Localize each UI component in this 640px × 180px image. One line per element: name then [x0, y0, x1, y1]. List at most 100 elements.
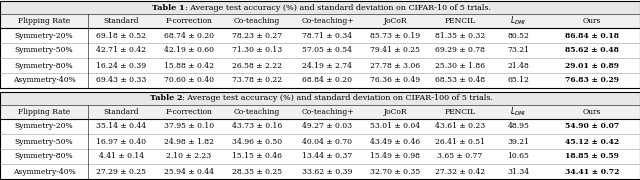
- Text: 16.24 ± 0.39: 16.24 ± 0.39: [97, 62, 147, 69]
- Text: : Average test accuracy (%) and standard deviation on CIFAR-100 of 5 trials.: : Average test accuracy (%) and standard…: [182, 94, 493, 102]
- Text: 3.65 ± 0.77: 3.65 ± 0.77: [437, 152, 483, 161]
- Text: 76.83 ± 0.29: 76.83 ± 0.29: [565, 76, 619, 84]
- Bar: [0, 14, 640, 28]
- Text: 81.35 ± 0.32: 81.35 ± 0.32: [435, 31, 485, 39]
- Text: : Average test accuracy (%) and standard deviation on CIFAR-10 of 5 trials.: : Average test accuracy (%) and standard…: [185, 3, 491, 12]
- Text: Symmetry-80%: Symmetry-80%: [15, 62, 74, 69]
- Text: Co-teaching: Co-teaching: [234, 17, 280, 25]
- Text: 26.41 ± 0.51: 26.41 ± 0.51: [435, 138, 485, 145]
- Text: 15.88 ± 0.42: 15.88 ± 0.42: [164, 62, 214, 69]
- Text: 54.90 ± 0.07: 54.90 ± 0.07: [565, 123, 619, 130]
- Text: 69.29 ± 0.78: 69.29 ± 0.78: [435, 46, 485, 55]
- Text: 57.05 ± 0.54: 57.05 ± 0.54: [303, 46, 353, 55]
- Text: 27.32 ± 0.42: 27.32 ± 0.42: [435, 168, 485, 176]
- Text: Standard: Standard: [104, 108, 140, 116]
- Text: Symmetry-80%: Symmetry-80%: [15, 152, 74, 161]
- Text: Ours: Ours: [583, 17, 601, 25]
- Text: Co-teaching+: Co-teaching+: [301, 108, 354, 116]
- Text: 71.30 ± 0.13: 71.30 ± 0.13: [232, 46, 282, 55]
- Text: 49.27 ± 0.03: 49.27 ± 0.03: [303, 123, 353, 130]
- Text: 79.41 ± 0.25: 79.41 ± 0.25: [371, 46, 420, 55]
- Text: 39.21: 39.21: [508, 138, 529, 145]
- Text: 78.23 ± 0.27: 78.23 ± 0.27: [232, 31, 282, 39]
- Text: 76.36 ± 0.49: 76.36 ± 0.49: [371, 76, 420, 84]
- Text: 68.74 ± 0.20: 68.74 ± 0.20: [164, 31, 214, 39]
- Text: Asymmetry-40%: Asymmetry-40%: [13, 168, 76, 176]
- Text: F-correction: F-correction: [166, 108, 212, 116]
- Text: 24.19 ± 2.74: 24.19 ± 2.74: [303, 62, 353, 69]
- Text: 34.41 ± 0.72: 34.41 ± 0.72: [565, 168, 619, 176]
- Bar: [0, 119, 640, 134]
- Bar: [0, 43, 640, 58]
- Bar: [0, 149, 640, 164]
- Text: 27.78 ± 3.06: 27.78 ± 3.06: [371, 62, 420, 69]
- Text: 73.78 ± 0.22: 73.78 ± 0.22: [232, 76, 282, 84]
- Text: Asymmetry-40%: Asymmetry-40%: [13, 76, 76, 84]
- Text: Ours: Ours: [583, 108, 601, 116]
- Text: Table 1: Table 1: [152, 3, 185, 12]
- Text: 28.35 ± 0.25: 28.35 ± 0.25: [232, 168, 282, 176]
- Text: Symmetry-50%: Symmetry-50%: [15, 138, 74, 145]
- Text: 2.10 ± 2.23: 2.10 ± 2.23: [166, 152, 212, 161]
- Text: $L_{DMI}$: $L_{DMI}$: [510, 106, 527, 118]
- Bar: [0, 28, 640, 43]
- Bar: [0, 134, 640, 149]
- Text: 40.04 ± 0.70: 40.04 ± 0.70: [303, 138, 353, 145]
- Text: PENCIL: PENCIL: [444, 108, 476, 116]
- Text: 18.85 ± 0.59: 18.85 ± 0.59: [565, 152, 619, 161]
- Text: 86.84 ± 0.18: 86.84 ± 0.18: [565, 31, 619, 39]
- Text: 69.18 ± 0.52: 69.18 ± 0.52: [97, 31, 147, 39]
- Text: 68.84 ± 0.20: 68.84 ± 0.20: [303, 76, 353, 84]
- Bar: [0, 164, 640, 179]
- Text: 25.94 ± 0.44: 25.94 ± 0.44: [164, 168, 214, 176]
- Text: 32.70 ± 0.35: 32.70 ± 0.35: [371, 168, 420, 176]
- Bar: [0, 105, 640, 119]
- Text: 42.19 ± 0.60: 42.19 ± 0.60: [164, 46, 214, 55]
- Text: JoCoR: JoCoR: [384, 17, 407, 25]
- Bar: [0, 73, 640, 88]
- Text: 33.62 ± 0.39: 33.62 ± 0.39: [302, 168, 353, 176]
- Text: 10.65: 10.65: [508, 152, 529, 161]
- Text: JoCoR: JoCoR: [384, 108, 407, 116]
- Text: 43.61 ± 0.23: 43.61 ± 0.23: [435, 123, 485, 130]
- Text: 70.60 ± 0.40: 70.60 ± 0.40: [164, 76, 214, 84]
- Text: 31.34: 31.34: [508, 168, 529, 176]
- Text: Symmetry-20%: Symmetry-20%: [15, 31, 74, 39]
- Text: 25.30 ± 1.86: 25.30 ± 1.86: [435, 62, 485, 69]
- Text: Co-teaching+: Co-teaching+: [301, 17, 354, 25]
- Text: 37.95 ± 0.10: 37.95 ± 0.10: [164, 123, 214, 130]
- Text: 34.96 ± 0.50: 34.96 ± 0.50: [232, 138, 282, 145]
- Text: 29.01 ± 0.89: 29.01 ± 0.89: [565, 62, 619, 69]
- Text: 35.14 ± 0.44: 35.14 ± 0.44: [97, 123, 147, 130]
- Bar: [0, 92, 640, 105]
- Text: Standard: Standard: [104, 17, 140, 25]
- Text: 16.97 ± 0.40: 16.97 ± 0.40: [97, 138, 147, 145]
- Text: 65.12: 65.12: [508, 76, 529, 84]
- Text: 4.41 ± 0.14: 4.41 ± 0.14: [99, 152, 144, 161]
- Text: 73.21: 73.21: [508, 46, 529, 55]
- Text: 21.48: 21.48: [508, 62, 529, 69]
- Text: 26.58 ± 2.22: 26.58 ± 2.22: [232, 62, 282, 69]
- Text: 80.52: 80.52: [508, 31, 529, 39]
- Text: 85.62 ± 0.48: 85.62 ± 0.48: [565, 46, 619, 55]
- Text: 15.15 ± 0.46: 15.15 ± 0.46: [232, 152, 282, 161]
- Text: F-correction: F-correction: [166, 17, 212, 25]
- Text: 27.29 ± 0.25: 27.29 ± 0.25: [97, 168, 147, 176]
- Text: Flipping Rate: Flipping Rate: [18, 108, 70, 116]
- Bar: [0, 58, 640, 73]
- Text: Symmetry-50%: Symmetry-50%: [15, 46, 74, 55]
- Text: 24.98 ± 1.82: 24.98 ± 1.82: [164, 138, 214, 145]
- Text: 68.53 ± 0.48: 68.53 ± 0.48: [435, 76, 485, 84]
- Text: 45.12 ± 0.42: 45.12 ± 0.42: [565, 138, 619, 145]
- Text: 43.49 ± 0.46: 43.49 ± 0.46: [371, 138, 420, 145]
- Text: $L_{DMI}$: $L_{DMI}$: [510, 15, 527, 27]
- Text: Table 2: Table 2: [150, 94, 182, 102]
- Text: 69.43 ± 0.33: 69.43 ± 0.33: [96, 76, 147, 84]
- Text: 78.71 ± 0.34: 78.71 ± 0.34: [303, 31, 353, 39]
- Text: 53.01 ± 0.04: 53.01 ± 0.04: [371, 123, 420, 130]
- Text: Flipping Rate: Flipping Rate: [18, 17, 70, 25]
- Text: Symmetry-20%: Symmetry-20%: [15, 123, 74, 130]
- Text: PENCIL: PENCIL: [444, 17, 476, 25]
- Bar: [0, 1, 640, 14]
- Text: 13.44 ± 0.37: 13.44 ± 0.37: [302, 152, 353, 161]
